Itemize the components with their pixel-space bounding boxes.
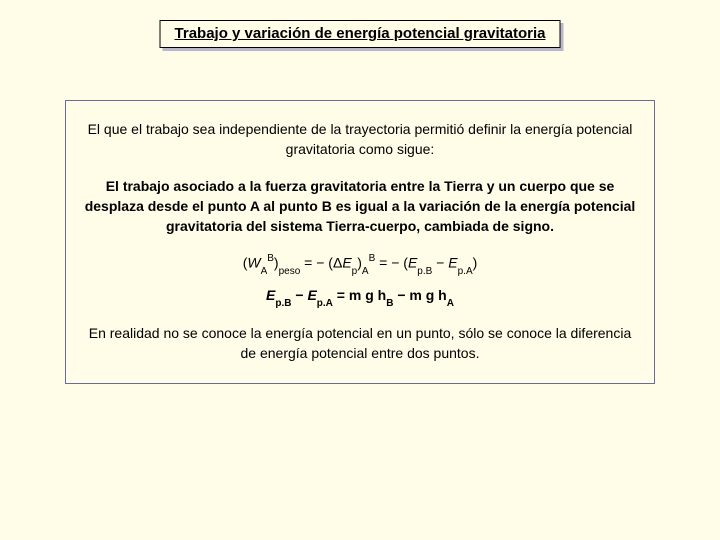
f1-subA2: A bbox=[362, 266, 369, 277]
f1-subA: A bbox=[261, 266, 268, 277]
f1-peso: peso bbox=[279, 266, 301, 277]
f1-supB: B bbox=[267, 253, 274, 264]
title-box: Trabajo y variación de energía potencial… bbox=[160, 20, 561, 48]
f1-pA: p.A bbox=[458, 266, 473, 277]
f2-eq: = m g h bbox=[333, 287, 386, 303]
formula-2: Ep.B − Ep.A = m g hB − m g hA bbox=[80, 287, 640, 307]
f2-E1: E bbox=[266, 287, 275, 303]
f1-W: W bbox=[247, 255, 260, 271]
f1-pB: p.B bbox=[417, 266, 432, 277]
f1-minus: − bbox=[432, 255, 448, 271]
formula-1: (WAB)peso = − (ΔEp)AB = − (Ep.B − Ep.A) bbox=[80, 254, 640, 274]
f1-EpA: E bbox=[448, 255, 457, 271]
f2-B: B bbox=[386, 298, 393, 309]
f1-close1: ) bbox=[274, 255, 279, 271]
f2-pA: p.A bbox=[317, 298, 333, 309]
f2-A: A bbox=[447, 298, 454, 309]
intro-text: El que el trabajo sea independiente de l… bbox=[80, 119, 640, 160]
f1-E1: E bbox=[342, 255, 351, 271]
f1-close3: ) bbox=[473, 255, 478, 271]
f2-E2: E bbox=[307, 287, 316, 303]
f2-pB: p.B bbox=[275, 298, 291, 309]
f1-psub: p bbox=[352, 266, 358, 277]
f2-minus2: − m g h bbox=[393, 287, 446, 303]
closing-text: En realidad no se conoce la energía pote… bbox=[80, 323, 640, 364]
f1-eq1: = − (Δ bbox=[300, 255, 342, 271]
f1-EpB: E bbox=[408, 255, 417, 271]
title-container: Trabajo y variación de energía potencial… bbox=[160, 20, 561, 48]
f2-minus1: − bbox=[291, 287, 307, 303]
page-title: Trabajo y variación de energía potencial… bbox=[175, 25, 546, 42]
f1-eq2: = − ( bbox=[375, 255, 408, 271]
f1-supB2: B bbox=[369, 253, 376, 264]
definition-text: El trabajo asociado a la fuerza gravitat… bbox=[80, 176, 640, 237]
content-box: El que el trabajo sea independiente de l… bbox=[65, 100, 655, 384]
